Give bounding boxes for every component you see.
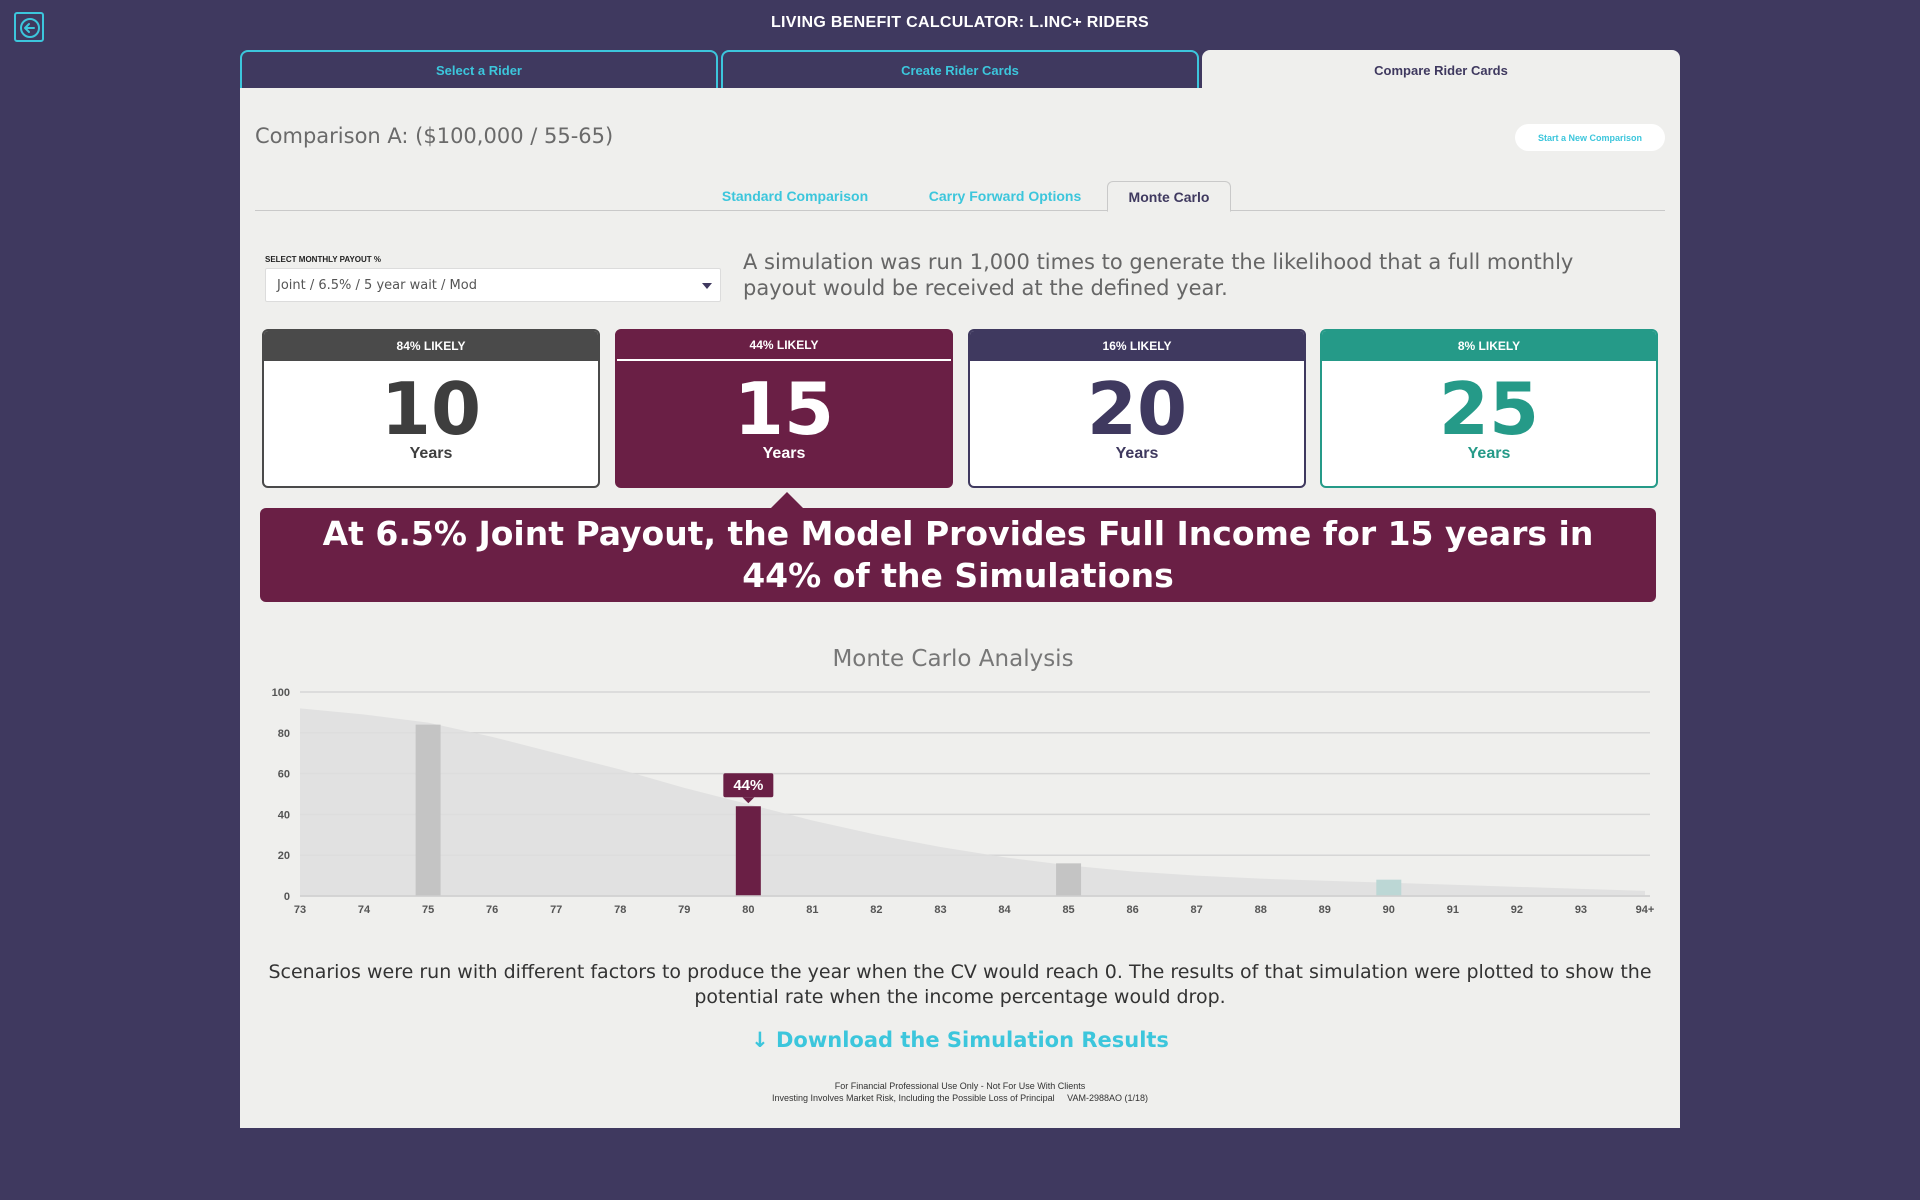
x-tick-label: 90 bbox=[1383, 904, 1395, 916]
payout-select[interactable]: Joint / 6.5% / 5 year wait / Mod bbox=[265, 268, 721, 302]
legal-text: For Financial Professional Use Only - No… bbox=[240, 1080, 1680, 1104]
chart-title: Monte Carlo Analysis bbox=[832, 646, 1074, 672]
card-years-unit: Years bbox=[762, 445, 806, 462]
x-tick-label: 91 bbox=[1447, 904, 1459, 916]
x-tick-label: 94+ bbox=[1636, 904, 1655, 916]
x-tick-label: 82 bbox=[870, 904, 882, 916]
sub-tabs: Standard Comparison Carry Forward Option… bbox=[255, 181, 1665, 212]
tab-monte-carlo[interactable]: Monte Carlo bbox=[1107, 181, 1231, 212]
bar-year-90 bbox=[1376, 879, 1402, 896]
arrow-down-icon: ↓ bbox=[751, 1028, 769, 1052]
x-tick-label: 74 bbox=[358, 904, 371, 916]
x-tick-label: 87 bbox=[1191, 904, 1203, 916]
comparison-title: Comparison A: ($100,000 / 55-65) bbox=[255, 124, 614, 148]
x-tick-label: 84 bbox=[998, 904, 1011, 916]
x-tick-label: 80 bbox=[742, 904, 754, 916]
payout-select-value: Joint / 6.5% / 5 year wait / Mod bbox=[277, 277, 477, 293]
download-results-link[interactable]: ↓ Download the Simulation Results bbox=[240, 1028, 1680, 1052]
bar-year-75 bbox=[415, 724, 441, 896]
tab-select-rider[interactable]: Select a Rider bbox=[240, 50, 718, 89]
bar-label-box bbox=[723, 773, 774, 798]
card-likelihood: 44% LIKELY bbox=[617, 331, 951, 361]
start-new-comparison-button[interactable]: Start a New Comparison bbox=[1515, 124, 1665, 151]
x-tick-label: 81 bbox=[806, 904, 818, 916]
card-years-value: 25 bbox=[1438, 367, 1540, 451]
y-tick-label: 60 bbox=[278, 769, 290, 781]
main-tabs: Select a Rider Create Rider Cards Compar… bbox=[240, 50, 1680, 89]
x-tick-label: 77 bbox=[550, 904, 562, 916]
result-banner: At 6.5% Joint Payout, the Model Provides… bbox=[260, 508, 1656, 602]
likelihood-card-20[interactable]: 16% LIKELY 20 Years bbox=[968, 329, 1306, 488]
tab-standard-comparison[interactable]: Standard Comparison bbox=[721, 188, 869, 204]
chart-footnote: Scenarios were run with different factor… bbox=[268, 961, 1652, 1008]
x-tick-label: 93 bbox=[1575, 904, 1587, 916]
x-tick-label: 76 bbox=[486, 904, 498, 916]
selected-card-pointer bbox=[771, 492, 803, 508]
monte-carlo-chart: 0 20 40 60 80 100 44% 73 74 75 76 77 78 79 80 81 82 83 84 8… bbox=[272, 688, 1655, 916]
x-tick-label: 88 bbox=[1255, 904, 1267, 916]
y-tick-label: 40 bbox=[278, 809, 290, 821]
bar-year-85 bbox=[1056, 863, 1082, 896]
survival-area bbox=[300, 708, 1645, 896]
bar-data-label: 44% bbox=[733, 777, 763, 794]
likelihood-card-10[interactable]: 84% LIKELY 10 Years bbox=[262, 329, 600, 488]
tab-create-rider-cards[interactable]: Create Rider Cards bbox=[721, 50, 1199, 89]
x-tick-label: 86 bbox=[1126, 904, 1138, 916]
app-title: LIVING BENEFIT CALCULATOR: L.INC+ RIDERS bbox=[770, 14, 1150, 31]
x-tick-label: 78 bbox=[614, 904, 626, 916]
y-tick-label: 0 bbox=[284, 891, 290, 903]
simulation-description: A simulation was run 1,000 times to gene… bbox=[743, 250, 1574, 300]
legal-line-1: For Financial Professional Use Only - No… bbox=[834, 1081, 1086, 1091]
card-years-unit: Years bbox=[1467, 445, 1511, 462]
card-years-value: 20 bbox=[1086, 367, 1188, 451]
card-years-value: 10 bbox=[380, 367, 482, 451]
card-likelihood: 8% LIKELY bbox=[1322, 331, 1656, 361]
tab-carry-forward-options[interactable]: Carry Forward Options bbox=[928, 188, 1082, 204]
x-tick-label: 73 bbox=[294, 904, 306, 916]
y-tick-label: 100 bbox=[272, 688, 290, 699]
bar-year-80 bbox=[735, 806, 761, 896]
x-tick-label: 92 bbox=[1511, 904, 1523, 916]
x-tick-label: 83 bbox=[934, 904, 946, 916]
likelihood-card-25[interactable]: 8% LIKELY 25 Years bbox=[1320, 329, 1658, 488]
likelihood-card-15[interactable]: 44% LIKELY 15 Years bbox=[615, 329, 953, 488]
download-label: Download the Simulation Results bbox=[775, 1028, 1169, 1052]
y-tick-label: 20 bbox=[278, 850, 290, 862]
card-years-value: 15 bbox=[733, 367, 835, 451]
caret-down-icon bbox=[702, 283, 712, 289]
card-years-unit: Years bbox=[409, 445, 453, 462]
card-likelihood: 84% LIKELY bbox=[264, 331, 598, 361]
card-likelihood: 16% LIKELY bbox=[970, 331, 1304, 361]
back-icon[interactable] bbox=[14, 12, 44, 42]
tab-compare-rider-cards[interactable]: Compare Rider Cards bbox=[1202, 50, 1680, 89]
compare-panel: Comparison A: ($100,000 / 55-65) Start a… bbox=[240, 88, 1680, 1128]
bar-label-pointer bbox=[742, 797, 755, 804]
x-tick-label: 89 bbox=[1319, 904, 1331, 916]
y-tick-label: 80 bbox=[278, 728, 290, 740]
legal-line-2: Investing Involves Market Risk, Includin… bbox=[771, 1093, 1148, 1103]
card-years-unit: Years bbox=[1115, 445, 1159, 462]
x-tick-label: 85 bbox=[1062, 904, 1074, 916]
payout-select-label: SELECT MONTHLY PAYOUT % bbox=[265, 255, 382, 264]
x-tick-label: 79 bbox=[678, 904, 690, 916]
x-tick-label: 75 bbox=[422, 904, 434, 916]
